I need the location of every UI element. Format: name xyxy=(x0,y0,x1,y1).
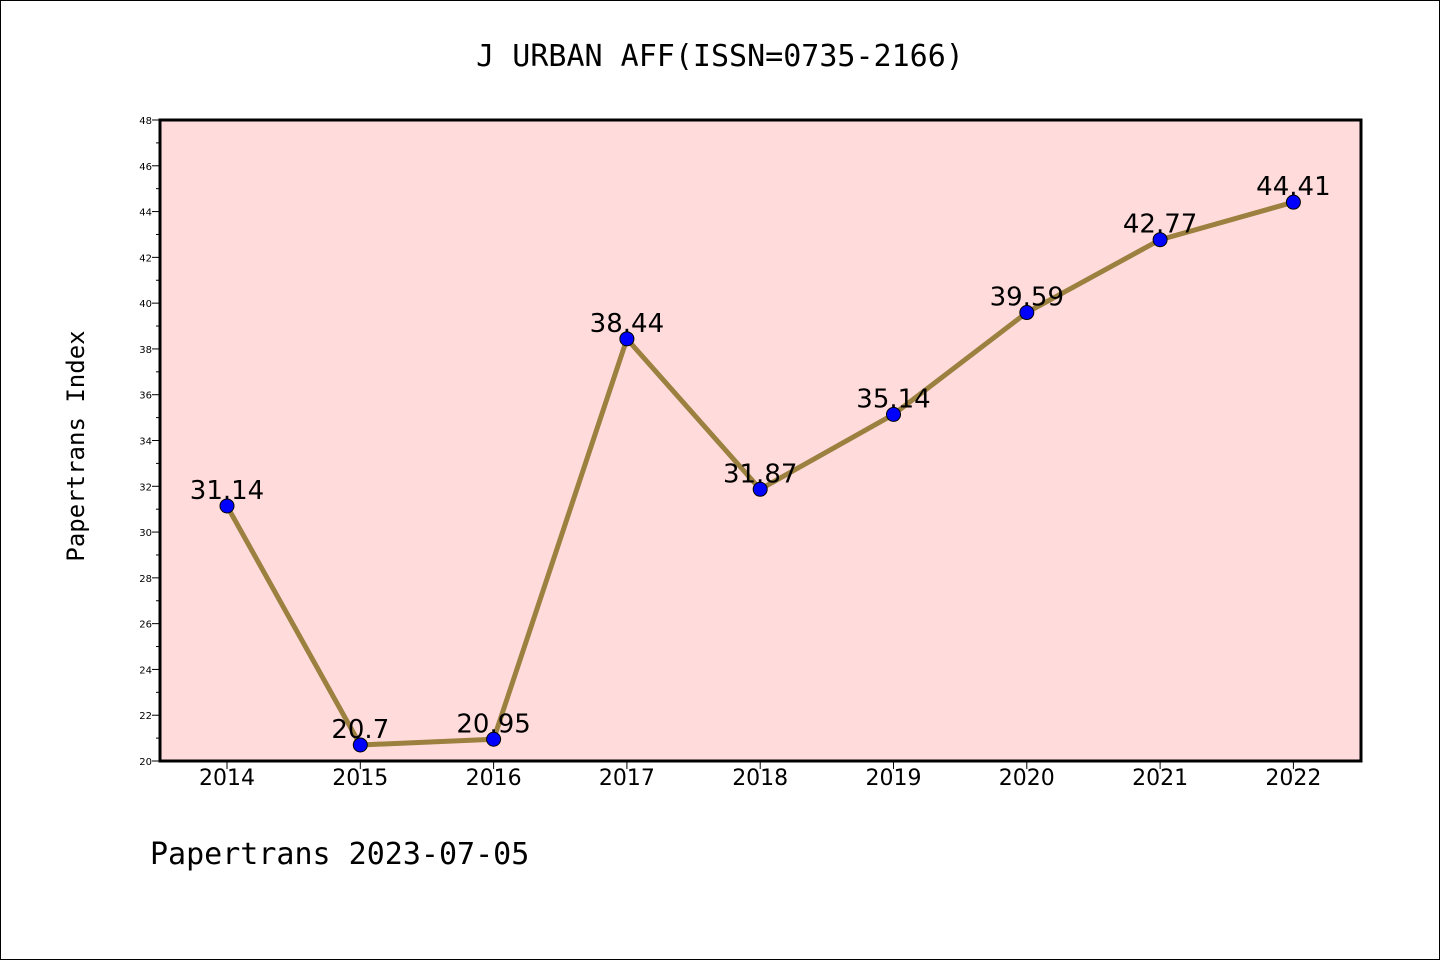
y-tick-label: 42 xyxy=(139,253,152,264)
data-label: 31.14 xyxy=(190,476,264,506)
y-tick-label: 34 xyxy=(139,437,152,448)
data-point xyxy=(352,737,368,753)
y-tick-label: 20 xyxy=(139,757,152,768)
y-tick-label: 38 xyxy=(139,345,152,356)
x-tick-label: 2022 xyxy=(1265,766,1321,791)
chart-title: J URBAN AFF(ISSN=0735-2166) xyxy=(476,39,964,74)
data-label: 31.87 xyxy=(723,459,797,489)
x-tick-label: 2016 xyxy=(466,766,522,791)
x-axis: 2014 2015 2016 2017 2018 2019 2020 2021 2022 xyxy=(199,761,1321,791)
y-tick-label: 28 xyxy=(139,574,152,585)
data-point xyxy=(886,406,901,422)
data-label: 38.44 xyxy=(590,309,664,339)
data-point xyxy=(1152,232,1168,248)
data-point xyxy=(1285,194,1301,210)
y-tick-label: 36 xyxy=(139,391,152,402)
data-point xyxy=(219,498,235,514)
x-tick-label: 2017 xyxy=(599,766,655,791)
data-labels: 31.14 20.7 20.95 38.44 31.87 35.14 39.59 42.77 4… xyxy=(190,172,1331,745)
data-point xyxy=(486,731,502,747)
data-label: 42.77 xyxy=(1123,210,1197,240)
x-tick-label: 2019 xyxy=(866,766,922,791)
plot-area xyxy=(158,118,1363,763)
data-label: 35.14 xyxy=(856,384,930,414)
x-tick-label: 2014 xyxy=(199,766,255,791)
y-tick-label: 32 xyxy=(139,482,152,493)
data-point xyxy=(752,481,768,497)
y-tick-label: 40 xyxy=(139,299,152,310)
y-tick-label: 46 xyxy=(139,162,152,173)
series xyxy=(219,194,1301,753)
data-label: 44.41 xyxy=(1256,172,1330,202)
x-tick-label: 2021 xyxy=(1132,766,1188,791)
x-tick-label: 2015 xyxy=(332,766,388,791)
y-axis: 20 22 24 26 28 30 32 34 36 38 40 42 44 46 48 xyxy=(139,116,160,768)
data-point xyxy=(1019,305,1035,321)
y-tick-label: 48 xyxy=(139,116,152,127)
data-point xyxy=(619,331,635,347)
y-tick-label: 44 xyxy=(139,208,152,219)
footer-credit: Papertrans 2023-07-05 xyxy=(150,837,529,872)
data-label: 20.7 xyxy=(331,715,389,745)
y-tick-label: 30 xyxy=(139,528,152,539)
x-tick-label: 2020 xyxy=(999,766,1055,791)
y-tick-label: 22 xyxy=(139,711,152,722)
data-label: 20.95 xyxy=(456,709,530,739)
y-tick-label: 26 xyxy=(139,620,152,631)
data-label: 39.59 xyxy=(990,283,1064,313)
y-tick-label: 24 xyxy=(139,665,152,676)
y-axis-label: Papertrans Index xyxy=(62,330,90,561)
x-tick-label: 2018 xyxy=(732,766,788,791)
